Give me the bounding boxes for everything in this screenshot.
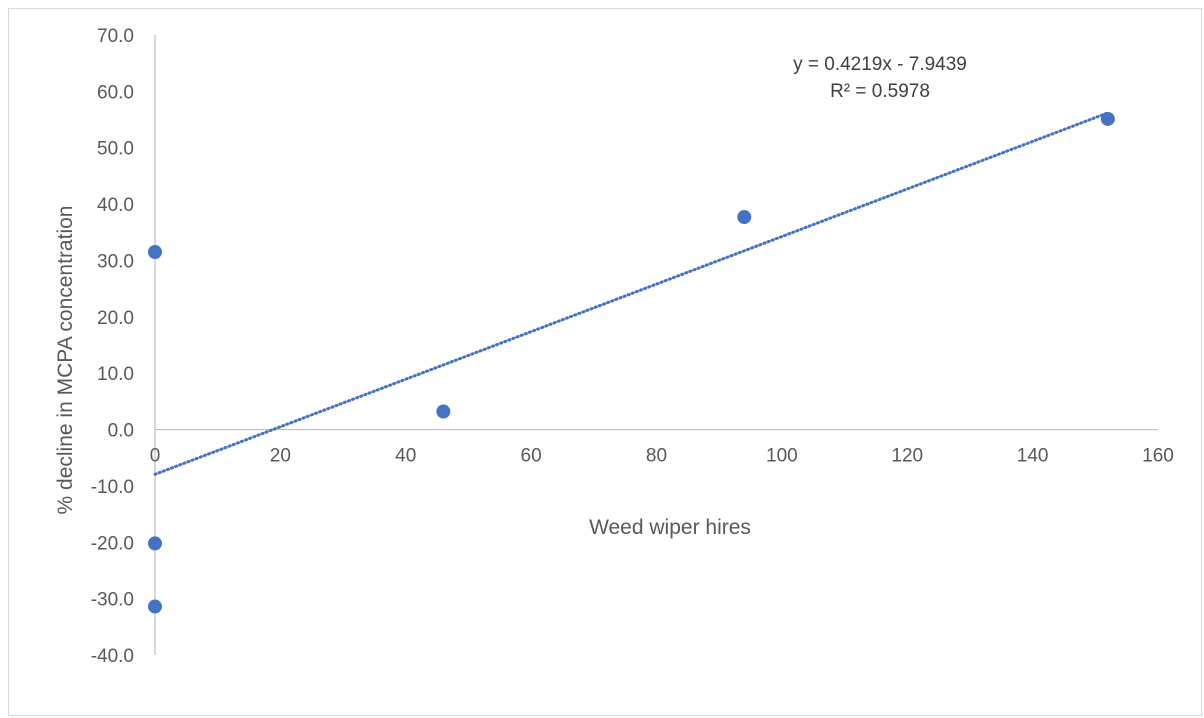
y-tick-label: 40.0 (97, 195, 134, 216)
data-points (148, 111, 1115, 614)
data-point (1100, 111, 1115, 126)
x-tick-label: 100 (766, 446, 798, 467)
data-point (148, 536, 162, 551)
y-tick-label: 0.0 (108, 421, 134, 442)
x-tick-label: 80 (646, 446, 667, 467)
y-tick-labels: 70.0 60.0 50.0 40.0 30.0 20.0 10.0 0.0 -10.0 -20.… (91, 26, 134, 667)
y-axis-title: % decline in MCPA concentration (54, 206, 77, 515)
trendline-r-squared: R² = 0.5978 (830, 81, 930, 102)
data-point (148, 245, 162, 259)
y-tick-label: 70.0 (97, 26, 134, 47)
y-tick-label: -10.0 (91, 477, 134, 498)
y-tick-label: 30.0 (97, 251, 134, 272)
y-tick-label: 50.0 (97, 139, 134, 160)
y-tick-label: 60.0 (97, 82, 134, 103)
y-tick-label: -20.0 (91, 533, 134, 554)
x-axis-title: Weed wiper hires (589, 516, 751, 539)
y-tick-label: -40.0 (91, 646, 134, 667)
y-tick-label: 10.0 (97, 364, 134, 385)
data-point (737, 210, 752, 225)
linear-trendline (153, 111, 1110, 476)
data-point (148, 599, 162, 614)
x-tick-label: 140 (1017, 446, 1049, 467)
x-tick-label: 60 (521, 446, 542, 467)
x-tick-label: 120 (891, 446, 923, 467)
x-tick-label: 160 (1142, 446, 1174, 467)
y-tick-label: 20.0 (97, 308, 134, 329)
data-point (436, 404, 451, 419)
x-tick-label: 40 (395, 446, 416, 467)
y-tick-label: -30.0 (91, 590, 134, 611)
x-tick-label: 20 (270, 446, 291, 467)
chart-area (8, 8, 1202, 716)
x-tick-labels: 0 20 40 60 80 100 120 140 160 (150, 446, 1174, 467)
axes (154, 35, 1158, 655)
x-tick-label: 0 (150, 446, 161, 467)
trendline-equation: y = 0.4219x - 7.9439 (793, 54, 967, 75)
